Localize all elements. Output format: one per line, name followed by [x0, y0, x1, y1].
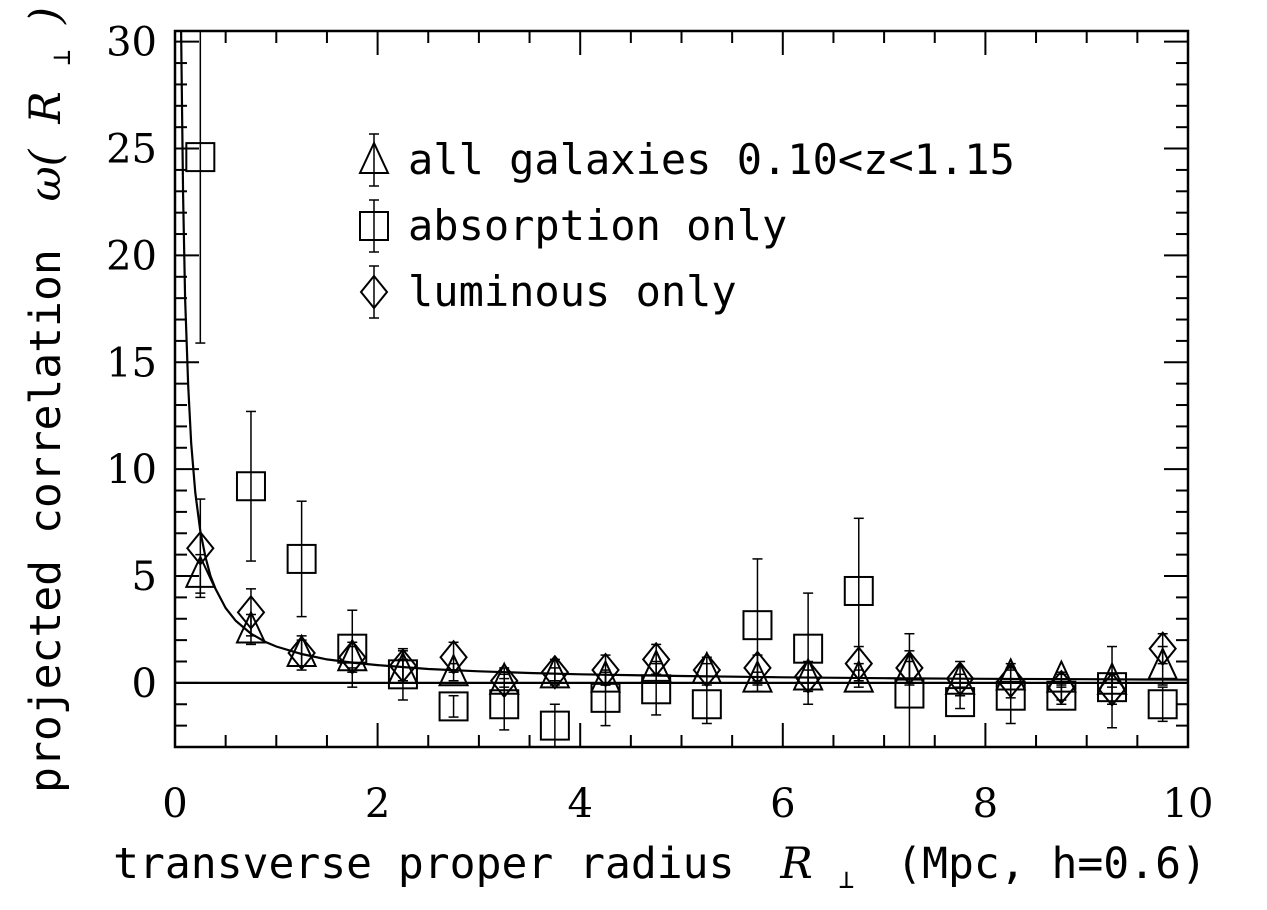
diamond-point — [692, 652, 722, 688]
diamond-point — [439, 639, 468, 675]
data-marks — [184, 31, 1179, 748]
diamond-point — [388, 648, 418, 684]
legend-diamond-icon — [359, 274, 389, 310]
triangle-point — [438, 652, 470, 687]
series-diamond — [186, 498, 1177, 707]
legend-triangle-icon — [358, 140, 390, 174]
diamond-point — [895, 650, 924, 686]
legend-label: all galaxies 0.10<z<1.15 — [408, 135, 1015, 184]
y-axis-symbol-subscript: ⊥ — [47, 50, 77, 66]
square-point — [742, 610, 773, 641]
square-point — [286, 543, 317, 574]
diamond-point — [591, 652, 620, 688]
x-axis-symbol-subscript: ⊥ — [839, 865, 855, 895]
triangle-point — [843, 659, 875, 693]
y-tick-label: 5 — [132, 554, 157, 600]
diamond-point — [236, 594, 266, 630]
diamond-point — [337, 639, 367, 675]
y-axis-symbol-close: ) — [21, 7, 71, 25]
x-axis-label: transverse proper radius — [113, 839, 734, 889]
x-tick-label: 6 — [770, 781, 795, 827]
y-axis-label: projected correlation — [21, 249, 71, 793]
diamond-point — [186, 530, 215, 566]
diamond-point — [1047, 669, 1076, 705]
legend-item: absorption only — [359, 199, 787, 253]
x-tick-label: 4 — [567, 781, 592, 827]
legend-square-icon — [359, 211, 389, 241]
y-tick-label: 30 — [106, 20, 157, 66]
legend-label: luminous only — [408, 267, 737, 316]
square-point — [185, 142, 216, 173]
y-tick-label: 10 — [106, 447, 157, 493]
diamond-point — [489, 663, 519, 699]
axis-ticks — [174, 31, 1189, 747]
legend: all galaxies 0.10<z<1.15 absorption only l… — [358, 133, 1015, 319]
fit-curve — [180, 30, 1189, 681]
diamond-point — [641, 641, 671, 677]
square-point — [235, 471, 266, 502]
x-tick-label: 0 — [162, 781, 187, 827]
diamond-point — [540, 654, 570, 690]
y-tick-label: 25 — [106, 127, 157, 173]
x-tick-label: 8 — [973, 781, 998, 827]
x-tick-label: 2 — [365, 781, 390, 827]
y-tick-label: 0 — [132, 661, 157, 707]
series-triangle — [184, 553, 1179, 695]
x-axis-symbol: R — [779, 839, 812, 889]
legend-label: absorption only — [408, 201, 787, 250]
x-axis-title: transverse proper radius R ⊥ (Mpc, h=0.6… — [113, 839, 1207, 899]
legend-item: luminous only — [359, 265, 737, 319]
diamond-point — [287, 635, 316, 671]
triangle-point — [235, 610, 267, 644]
x-axis-units: (Mpc, h=0.6) — [896, 839, 1207, 889]
legend-item: all galaxies 0.10<z<1.15 — [358, 133, 1015, 187]
y-tick-label: 20 — [106, 233, 157, 279]
y-axis-symbol-open: ω( — [21, 148, 71, 201]
diamond-point — [945, 661, 975, 697]
y-axis-title: projected correlation ω( R ⊥ ) — [21, 7, 81, 793]
diamond-point — [743, 650, 772, 686]
axis-tick-labels: 0 2 4 6 8 10 0 5 10 15 20 25 30 — [106, 20, 1213, 827]
square-point — [1147, 689, 1178, 720]
diamond-point — [844, 646, 874, 682]
x-tick-label: 10 — [1163, 781, 1214, 827]
diamond-point — [996, 663, 1026, 699]
y-tick-label: 15 — [106, 340, 157, 386]
diamond-point — [1097, 671, 1127, 707]
diamond-point — [793, 658, 823, 695]
square-point — [843, 575, 874, 606]
diamond-point — [1148, 631, 1177, 667]
triangle-point — [1147, 646, 1179, 680]
square-point — [438, 691, 469, 722]
square-point — [691, 689, 722, 720]
square-point — [539, 710, 570, 741]
y-axis-symbol-r: R — [21, 91, 71, 124]
